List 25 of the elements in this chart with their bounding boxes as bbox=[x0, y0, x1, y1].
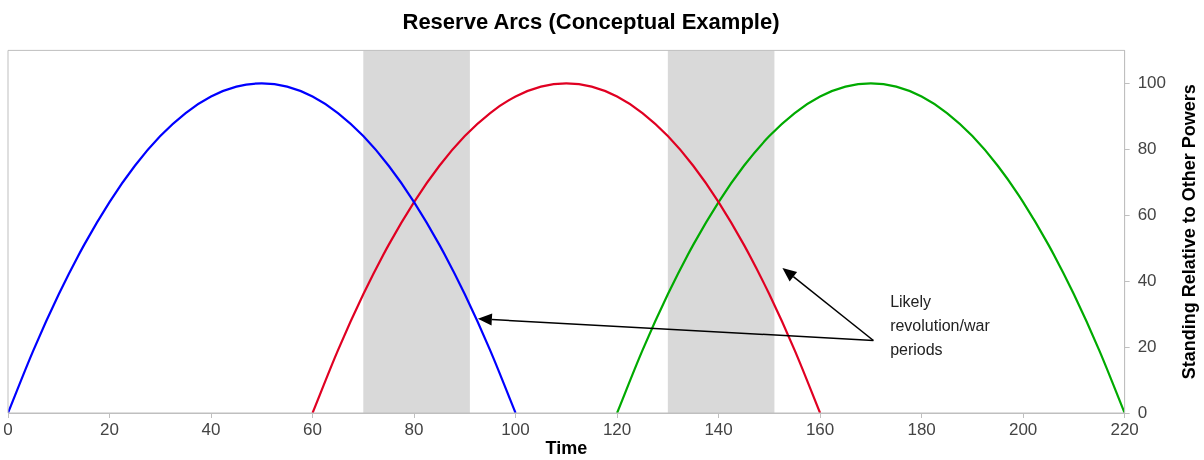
line-series bbox=[615, 82, 1125, 413]
x-tick-label: 60 bbox=[303, 419, 322, 439]
x-axis-title: Time bbox=[545, 438, 588, 459]
y-tick-label: 20 bbox=[1137, 336, 1157, 356]
x-tick-label: 20 bbox=[100, 419, 119, 439]
x-tick-label: 80 bbox=[404, 419, 424, 439]
y-tick-label: 80 bbox=[1137, 138, 1157, 158]
y-tick-label: 60 bbox=[1137, 204, 1157, 224]
y-axis-title: Standing Relative to Other Powers bbox=[1178, 84, 1199, 380]
x-tick-label: 40 bbox=[201, 419, 221, 439]
line-series bbox=[8, 82, 517, 413]
chart-title: Reserve Arcs (Conceptual Example) bbox=[402, 9, 780, 35]
x-tick-label: 180 bbox=[907, 419, 936, 439]
x-tick-label: 200 bbox=[1008, 419, 1038, 439]
y-tick-label: 40 bbox=[1137, 270, 1157, 290]
x-tick-label: 120 bbox=[602, 419, 632, 439]
x-tick-label: 140 bbox=[704, 419, 733, 439]
x-tick-label: 220 bbox=[1110, 419, 1139, 439]
line-series bbox=[311, 82, 822, 413]
annotation: Likely revolution/war periods bbox=[890, 291, 991, 360]
x-tick-label: 0 bbox=[3, 419, 13, 439]
y-tick-label: 100 bbox=[1137, 73, 1167, 93]
x-tick-label: 100 bbox=[501, 419, 530, 439]
x-tick-label: 160 bbox=[805, 419, 835, 439]
y-tick-label: 0 bbox=[1137, 402, 1148, 422]
